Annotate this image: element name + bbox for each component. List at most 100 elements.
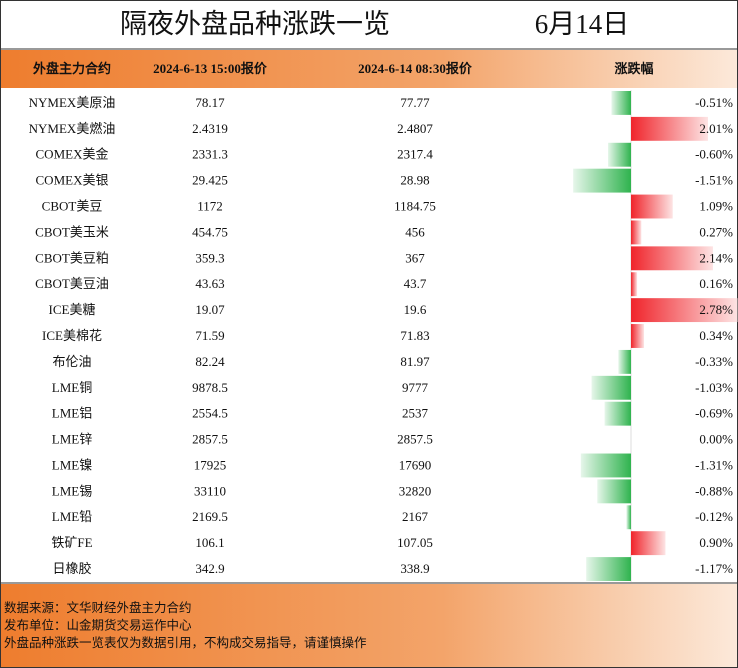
change-label: -0.12% <box>695 509 733 524</box>
column-header: 2024-6-14 08:30报价 <box>358 61 473 76</box>
cell: 2317.4 <box>397 147 433 162</box>
cell: 9777 <box>402 380 429 395</box>
cell: 17925 <box>194 457 227 472</box>
cell: COMEX美金 <box>36 147 109 162</box>
change-label: -1.17% <box>695 561 733 576</box>
change-bar <box>631 272 638 297</box>
cell: 106.1 <box>195 535 224 550</box>
change-bar <box>573 168 631 193</box>
cell: 2857.5 <box>192 432 228 447</box>
change-bar <box>580 453 631 478</box>
change-label: 2.01% <box>699 121 733 136</box>
change-bar <box>631 298 738 323</box>
cell: CBOT美玉米 <box>35 224 109 239</box>
change-label: 1.09% <box>699 199 733 214</box>
cell: 71.83 <box>400 328 429 343</box>
cell: 43.7 <box>404 276 427 291</box>
cell: 9878.5 <box>192 380 228 395</box>
cell: 1184.75 <box>394 199 436 214</box>
change-bar <box>631 246 713 271</box>
cell: 367 <box>405 250 425 265</box>
change-bar <box>631 194 673 219</box>
cell: 71.59 <box>195 328 224 343</box>
column-header: 2024-6-13 15:00报价 <box>153 61 268 76</box>
cell: CBOT美豆油 <box>35 276 109 291</box>
title: 隔夜外盘品种涨跌一览 <box>120 9 390 39</box>
cell: 日橡胶 <box>52 561 91 576</box>
cell: 19.6 <box>404 302 427 317</box>
change-label: 0.90% <box>699 535 733 550</box>
cell: 454.75 <box>192 224 228 239</box>
change-label: -0.51% <box>695 95 733 110</box>
column-header: 涨跌幅 <box>613 61 653 76</box>
cell: 2331.3 <box>192 147 228 162</box>
cell: 2.4319 <box>192 121 228 136</box>
change-bar <box>631 324 645 348</box>
header-row <box>1 50 737 88</box>
change-bar <box>597 479 631 504</box>
change-bar <box>611 91 631 115</box>
change-label: 0.34% <box>699 328 733 343</box>
footer-line: 数据来源：文华财经外盘主力合约 <box>4 600 192 615</box>
cell: 19.07 <box>195 302 225 317</box>
change-label: -1.51% <box>695 173 733 188</box>
cell: 32820 <box>399 483 432 498</box>
cell: 2537 <box>402 406 429 421</box>
change-label: 2.14% <box>699 250 733 265</box>
cell: 107.05 <box>397 535 433 550</box>
cell: 2554.5 <box>192 406 228 421</box>
cell: 28.98 <box>400 173 429 188</box>
cell: 359.3 <box>195 250 224 265</box>
cell: NYMEX美燃油 <box>29 121 116 136</box>
change-label: -0.88% <box>695 483 733 498</box>
cell: 铁矿FE <box>51 535 92 550</box>
cell: LME铜 <box>52 380 92 395</box>
cell: 2169.5 <box>192 509 228 524</box>
change-bar <box>631 531 666 556</box>
change-bar <box>586 557 631 581</box>
cell: LME锡 <box>52 483 92 498</box>
change-label: 2.78% <box>699 302 733 317</box>
date: 6月14日 <box>535 9 630 39</box>
cell: 1172 <box>197 199 223 214</box>
change-bar <box>604 401 631 426</box>
cell: LME镍 <box>52 457 92 472</box>
cell: 2167 <box>402 509 429 524</box>
cell: 17690 <box>399 457 432 472</box>
change-label: 0.00% <box>699 432 733 447</box>
cell: 2857.5 <box>397 432 433 447</box>
change-bar <box>631 220 642 245</box>
cell: ICE美棉花 <box>42 328 102 343</box>
change-bar <box>631 116 708 141</box>
cell: 33110 <box>194 483 226 498</box>
cell: CBOT美豆粕 <box>35 250 109 265</box>
change-label: 0.16% <box>699 276 733 291</box>
cell: COMEX美银 <box>36 173 109 188</box>
footer-line: 外盘品种涨跌一览表仅为数据引用，不构成交易指导，请谨慎操作 <box>4 635 367 650</box>
cell: ICE美糖 <box>49 302 96 317</box>
change-label: -1.03% <box>695 380 733 395</box>
change-bar <box>591 375 631 400</box>
change-bar <box>618 349 631 374</box>
cell: 456 <box>405 224 425 239</box>
cell: 77.77 <box>400 95 430 110</box>
change-label: -0.60% <box>695 147 733 162</box>
cell: LME铅 <box>52 509 92 524</box>
cell: 29.425 <box>192 173 228 188</box>
cell: LME锌 <box>52 432 92 447</box>
change-bar <box>608 142 631 167</box>
cell: CBOT美豆 <box>42 199 103 214</box>
change-label: -1.31% <box>695 457 733 472</box>
cell: 2.4807 <box>397 121 433 136</box>
cell: LME铝 <box>52 406 92 421</box>
change-bar <box>626 505 631 530</box>
cell: NYMEX美原油 <box>29 95 116 110</box>
change-label: -0.69% <box>695 406 733 421</box>
change-label: -0.33% <box>695 354 733 369</box>
footer-line: 发布单位：山金期货交易运作中心 <box>4 617 192 632</box>
footer-bg <box>1 584 737 667</box>
column-header: 外盘主力合约 <box>32 61 111 76</box>
cell: 布伦油 <box>52 354 91 369</box>
cell: 338.9 <box>400 561 429 576</box>
